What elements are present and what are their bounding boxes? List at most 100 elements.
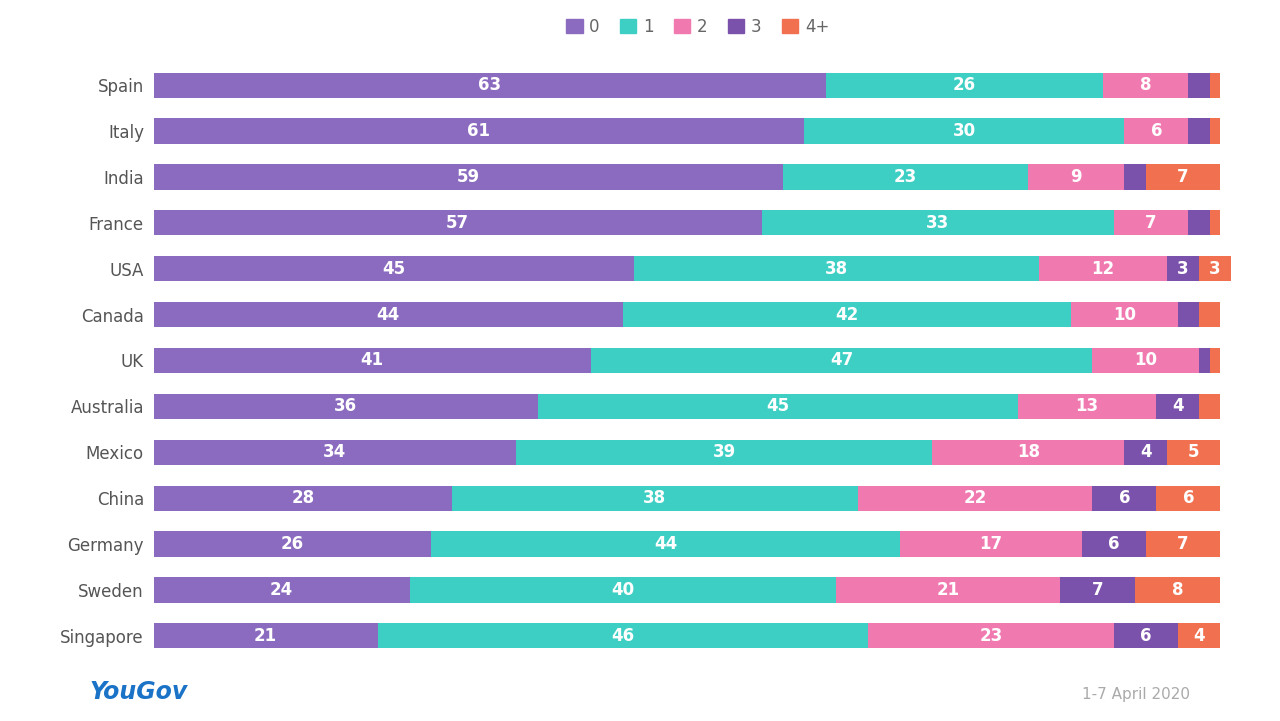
Text: 8: 8 [1140,76,1151,94]
Text: 6: 6 [1151,122,1162,140]
Bar [154,485,452,510]
Bar [1199,348,1210,373]
Text: 40: 40 [612,581,635,599]
Bar [762,211,1114,236]
Text: 13: 13 [1075,397,1098,415]
Bar [1103,73,1188,98]
Bar [154,302,623,327]
Text: 45: 45 [765,397,790,415]
Text: 38: 38 [644,489,667,507]
Bar [154,211,762,236]
Text: 7: 7 [1146,214,1157,232]
Bar [1092,348,1199,373]
Bar [1199,256,1231,281]
Bar [868,623,1114,648]
Text: 24: 24 [270,581,293,599]
Bar [410,578,836,603]
Bar [1167,256,1199,281]
Bar [1124,164,1146,190]
Bar [1039,256,1167,281]
Bar [1124,118,1188,143]
Bar [1156,485,1220,510]
Bar [378,623,868,648]
Bar [836,578,1060,603]
Text: 6: 6 [1140,627,1151,645]
Bar [1178,623,1220,648]
Bar [1188,73,1210,98]
Bar [1082,531,1146,557]
Bar [1167,440,1220,465]
Text: 6: 6 [1108,535,1119,553]
Text: YouGov: YouGov [90,681,188,704]
Text: 21: 21 [937,581,960,599]
Text: 3: 3 [1210,260,1221,278]
Text: 6: 6 [1119,489,1130,507]
Text: 28: 28 [292,489,315,507]
Text: 46: 46 [612,627,635,645]
Text: 9: 9 [1070,168,1082,186]
Bar [1156,394,1199,419]
Text: 4: 4 [1139,443,1152,461]
Bar [154,623,378,648]
Bar [154,531,431,557]
Text: 47: 47 [829,352,854,369]
Bar [1092,485,1156,510]
Bar [1071,302,1178,327]
Text: 21: 21 [253,627,278,645]
Bar [154,164,783,190]
Bar [858,485,1092,510]
Bar [1188,118,1210,143]
Text: 7: 7 [1092,581,1103,599]
Bar [516,440,932,465]
Text: 8: 8 [1172,581,1183,599]
Bar [1114,211,1188,236]
Bar [452,485,858,510]
Bar [826,73,1103,98]
Bar [1146,531,1220,557]
Bar [1114,623,1178,648]
Bar [1210,73,1220,98]
Bar [1199,302,1220,327]
Bar [154,118,804,143]
Bar [1135,578,1220,603]
Bar [154,440,516,465]
Text: 23: 23 [893,168,918,186]
Bar [1210,118,1220,143]
Bar [154,348,591,373]
Text: 22: 22 [964,489,987,507]
Text: 30: 30 [952,122,975,140]
Text: 10: 10 [1112,306,1135,324]
Text: 5: 5 [1188,443,1199,461]
Text: 42: 42 [836,306,859,324]
Bar [634,256,1039,281]
Text: 7: 7 [1178,535,1189,553]
Bar [431,531,900,557]
Text: 18: 18 [1016,443,1039,461]
Text: 33: 33 [925,214,950,232]
Text: 26: 26 [280,535,303,553]
Text: 41: 41 [361,352,384,369]
Text: 3: 3 [1178,260,1189,278]
Text: 61: 61 [467,122,490,140]
Text: 36: 36 [334,397,357,415]
Bar [1018,394,1156,419]
Text: 45: 45 [381,260,406,278]
Bar [1060,578,1135,603]
Text: 4: 4 [1193,627,1204,645]
Text: 59: 59 [457,168,480,186]
Bar [154,256,634,281]
Text: 34: 34 [324,443,347,461]
Text: 17: 17 [979,535,1002,553]
Bar [804,118,1124,143]
Text: 44: 44 [376,306,399,324]
Text: 44: 44 [654,535,677,553]
Text: 6: 6 [1183,489,1194,507]
Text: 38: 38 [824,260,847,278]
Bar [538,394,1018,419]
Text: 4: 4 [1171,397,1184,415]
Bar [154,73,826,98]
Bar [1210,348,1220,373]
Text: 39: 39 [713,443,736,461]
Bar [1178,302,1199,327]
Bar [1188,211,1210,236]
